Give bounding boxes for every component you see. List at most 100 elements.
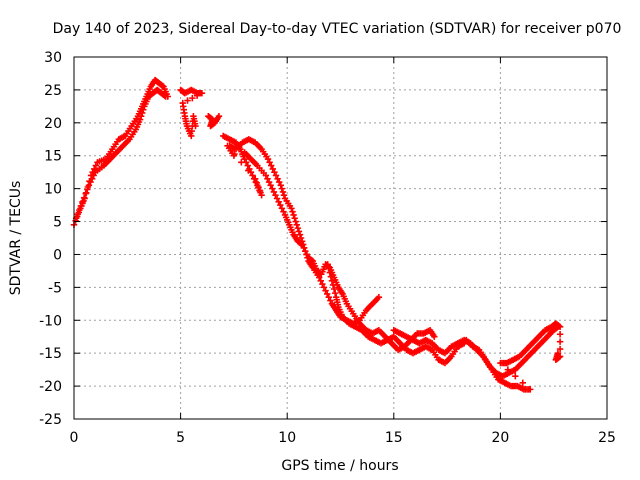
data-point — [276, 178, 283, 186]
data-point — [136, 116, 144, 123]
data-point — [215, 113, 223, 120]
series-track-d — [205, 113, 223, 130]
data-point — [274, 175, 281, 182]
data-point — [162, 93, 169, 100]
data-point — [92, 162, 100, 169]
data-point — [290, 211, 297, 219]
data-point — [331, 289, 339, 297]
data-point — [267, 182, 274, 189]
data-point — [556, 323, 564, 331]
data-point — [555, 322, 563, 330]
data-point — [269, 165, 277, 173]
data-point — [302, 247, 309, 255]
y-tick-label: -25 — [39, 412, 62, 428]
data-point — [77, 202, 85, 210]
data-point — [554, 349, 562, 357]
data-point — [327, 273, 335, 280]
data-point — [79, 198, 86, 205]
y-tick-label: 25 — [44, 83, 62, 99]
data-point — [266, 159, 273, 166]
data-point — [184, 97, 191, 104]
data-point — [325, 265, 332, 272]
data-point — [280, 192, 288, 199]
data-point — [140, 106, 147, 113]
data-point — [88, 175, 96, 182]
x-axis-label: GPS time / hours — [281, 458, 398, 474]
data-point — [270, 188, 278, 196]
data-point — [137, 113, 145, 120]
y-tick-label: 5 — [53, 215, 62, 231]
data-point — [527, 386, 534, 393]
y-tick-label: -10 — [39, 313, 62, 329]
x-tick-label: 25 — [598, 430, 616, 446]
series-track-c — [177, 86, 206, 140]
data-point — [308, 257, 315, 264]
data-point — [230, 152, 238, 159]
grid-layer — [74, 57, 607, 419]
series-track-a — [70, 76, 172, 229]
series-track-g — [241, 149, 438, 354]
data-point — [249, 172, 256, 179]
data-point — [280, 208, 287, 215]
y-axis-label: SDTVAR / TECUs — [8, 181, 24, 296]
data-points — [70, 76, 564, 393]
data-point — [512, 373, 519, 380]
data-point — [556, 338, 564, 345]
data-point — [264, 155, 272, 163]
data-point — [255, 183, 262, 191]
data-point — [245, 167, 252, 174]
data-point — [326, 269, 334, 276]
axis-ticks: 0 5 10 15 20 25 -25 -20 -15 -10 -5 0 5 10 15 20 25 30 — [39, 50, 616, 446]
data-point — [291, 215, 298, 222]
data-point — [325, 294, 332, 301]
data-point — [272, 172, 280, 179]
data-point — [193, 92, 201, 99]
x-tick-label: 10 — [278, 430, 296, 446]
data-point — [198, 90, 206, 97]
data-point — [76, 206, 83, 214]
data-point — [275, 198, 282, 205]
data-point — [297, 240, 305, 247]
data-point — [269, 185, 276, 192]
data-point — [519, 379, 526, 386]
data-point — [84, 186, 91, 193]
data-point — [295, 228, 303, 235]
data-point — [300, 244, 307, 252]
data-point — [293, 221, 300, 229]
y-tick-label: 15 — [44, 149, 62, 165]
data-point — [85, 182, 93, 189]
data-point — [74, 210, 81, 218]
data-point — [303, 251, 311, 258]
data-point — [241, 155, 248, 163]
data-point — [90, 172, 97, 179]
data-point — [265, 178, 273, 186]
data-point — [253, 179, 261, 187]
x-tick-label: 20 — [491, 430, 509, 446]
data-point — [431, 333, 438, 340]
data-point — [330, 285, 338, 293]
series-track-f — [226, 136, 383, 327]
data-point — [278, 185, 286, 192]
data-point — [294, 224, 302, 232]
data-point — [271, 168, 278, 176]
data-point — [298, 241, 306, 248]
y-tick-label: -5 — [48, 280, 62, 296]
chart-title: Day 140 of 2023, Sidereal Day-to-day VTE… — [53, 21, 622, 37]
y-tick-label: -20 — [39, 379, 62, 395]
series-track-b — [72, 86, 169, 222]
data-point — [319, 280, 326, 288]
series-track-j — [463, 320, 564, 393]
data-point — [80, 194, 88, 201]
data-point — [252, 175, 259, 182]
data-point — [289, 208, 296, 215]
data-point — [288, 205, 295, 212]
x-tick-label: 15 — [385, 430, 403, 446]
data-point — [273, 195, 281, 202]
x-tick-label: 5 — [176, 430, 185, 446]
data-point — [556, 331, 564, 338]
data-point — [328, 277, 336, 284]
data-point — [278, 205, 286, 212]
data-point — [277, 182, 285, 189]
y-tick-label: 0 — [53, 247, 62, 263]
data-point — [556, 345, 564, 353]
